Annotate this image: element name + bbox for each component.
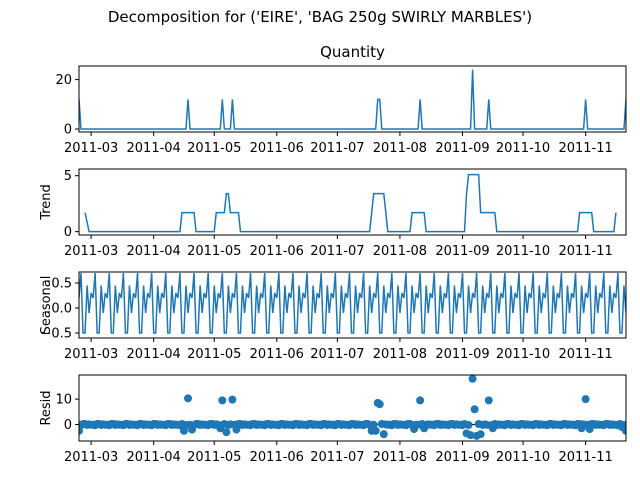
observed-xtick-label: 2011-11 (558, 141, 612, 156)
resid-point (218, 396, 227, 405)
seasonal-series-line (79, 272, 626, 334)
observed-xtick-label: 2011-04 (127, 141, 181, 156)
panel-resid: 0 10 2011-03 2011-04 2011-05 2011-06 2011-07 20… (39, 374, 627, 465)
resid-point (466, 431, 475, 440)
resid-point (222, 428, 231, 437)
resid-axes-frame (78, 374, 627, 442)
seasonal-xtick-label: 2011-06 (250, 347, 304, 362)
trend-plot-area (84, 173, 617, 233)
resid-point (369, 420, 378, 429)
trend-xtick-label: 2011-04 (127, 244, 181, 259)
seasonal-xtick-label: 2011-09 (435, 347, 489, 362)
trend-xtick-label: 2011-06 (250, 244, 304, 259)
seasonal-xtick-label: 2011-07 (310, 347, 364, 362)
trend-series-line (84, 173, 617, 233)
resid-xtick-label: 2011-03 (64, 450, 118, 465)
seasonal-ylabel: Seasonal (39, 276, 54, 335)
trend-axes-frame (78, 168, 627, 236)
resid-point (416, 396, 425, 405)
seasonal-ytick-label: −0.5 (40, 327, 72, 342)
resid-point (464, 420, 473, 429)
resid-xtick-label: 2011-10 (496, 450, 550, 465)
trend-ytick-label: 5 (64, 169, 72, 184)
resid-xtick-label: 2011-06 (250, 450, 304, 465)
observed-xtick-label: 2011-03 (64, 141, 118, 156)
seasonal-xtick-label: 2011-04 (127, 347, 181, 362)
seasonal-axes-frame (78, 271, 627, 339)
seasonal-xtick-label: 2011-05 (187, 347, 241, 362)
seasonal-xtick-label: 2011-08 (373, 347, 427, 362)
seasonal-xtick-label: 2011-03 (64, 347, 118, 362)
trend-xtick-label: 2011-05 (187, 244, 241, 259)
trend-xtick-label: 2011-03 (64, 244, 118, 259)
resid-point (379, 430, 388, 439)
trend-xtick-label: 2011-08 (373, 244, 427, 259)
trend-ylabel: Trend (39, 184, 54, 221)
seasonal-ytick-label: 0.5 (51, 277, 72, 292)
resid-point (228, 395, 237, 404)
resid-point (619, 420, 626, 429)
resid-ylabel: Resid (39, 390, 54, 425)
trend-xtick-label: 2011-11 (558, 244, 612, 259)
resid-xtick-label: 2011-09 (435, 450, 489, 465)
trend-xtick-label: 2011-10 (496, 244, 550, 259)
resid-xtick-label: 2011-07 (310, 450, 364, 465)
resid-point (484, 396, 493, 405)
resid-ytick-label: 10 (55, 393, 72, 408)
resid-xtick-label: 2011-08 (373, 450, 427, 465)
observed-xtick-label: 2011-10 (496, 141, 550, 156)
observed-xtick-label: 2011-06 (250, 141, 304, 156)
observed-xtick-label: 2011-09 (435, 141, 489, 156)
figure-suptitle: Decomposition for ('EIRE', 'BAG 250g SWI… (108, 8, 532, 26)
observed-xtick-label: 2011-08 (373, 141, 427, 156)
panel-observed: 0 20 2011-03 2011-04 2011-05 2011-06 2011-07 20… (55, 43, 627, 156)
resid-xtick-label: 2011-11 (558, 450, 612, 465)
panels: 0 20 2011-03 2011-04 2011-05 2011-06 2011-07 20… (39, 43, 627, 465)
resid-point (476, 430, 485, 439)
trend-xtick-label: 2011-07 (310, 244, 364, 259)
resid-point (375, 400, 384, 409)
trend-ytick-label: 0 (64, 225, 72, 240)
panel-seasonal: 0.5 0.0 −0.5 2011-03 2011-04 2011-05 2011-06 20… (39, 271, 627, 362)
observed-panel-title: Quantity (320, 43, 385, 61)
resid-point (371, 426, 380, 435)
resid-plot-area (79, 375, 626, 440)
resid-xtick-label: 2011-04 (127, 450, 181, 465)
observed-plot-area (79, 69, 626, 130)
resid-point (622, 426, 626, 435)
resid-point (184, 394, 192, 403)
observed-ytick-label: 0 (64, 123, 72, 138)
seasonal-ytick-label: 0.0 (51, 302, 72, 317)
resid-point (581, 395, 590, 404)
resid-xtick-label: 2011-05 (187, 450, 241, 465)
observed-xtick-label: 2011-05 (187, 141, 241, 156)
observed-ytick-label: 20 (55, 73, 72, 88)
observed-axes-frame (78, 65, 627, 133)
resid-point (470, 405, 479, 414)
observed-xtick-label: 2011-07 (310, 141, 364, 156)
panel-trend: 0 5 2011-03 2011-04 2011-05 2011-06 2011-07 201… (39, 168, 627, 259)
seasonal-plot-area (79, 272, 626, 334)
seasonal-xtick-label: 2011-10 (496, 347, 550, 362)
resid-point (468, 375, 477, 383)
observed-series-line (79, 69, 626, 130)
trend-xtick-label: 2011-09 (435, 244, 489, 259)
resid-ytick-label: 0 (64, 418, 72, 433)
seasonal-xtick-label: 2011-11 (558, 347, 612, 362)
